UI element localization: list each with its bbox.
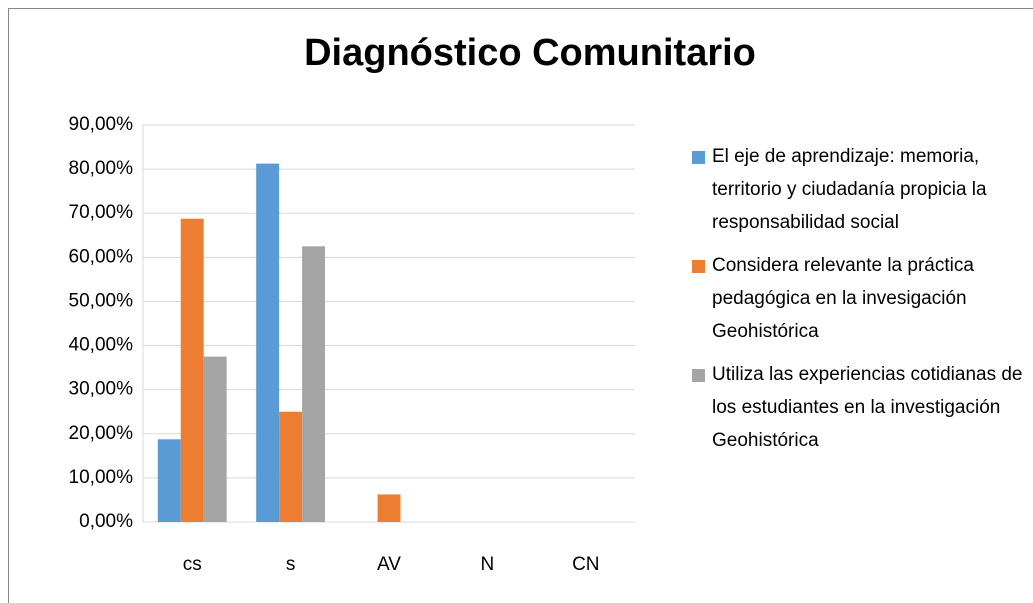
legend-swatch <box>692 151 705 164</box>
y-tick-label: 30,00% <box>69 379 134 400</box>
legend-entry: Considera relevante la práctica pedagógi… <box>690 249 1025 348</box>
legend-swatch <box>692 260 705 273</box>
bar <box>256 163 280 522</box>
legend: El eje de aprendizaje: memoria, territor… <box>690 140 1025 467</box>
x-tick-label: s <box>286 554 296 575</box>
x-tick-label: AV <box>377 554 401 575</box>
x-tick-label: N <box>481 554 495 575</box>
y-tick-label: 80,00% <box>69 158 134 179</box>
bar <box>377 494 401 522</box>
y-tick-label: 40,00% <box>69 335 134 356</box>
y-tick-label: 0,00% <box>79 511 133 532</box>
legend-label: El eje de aprendizaje: memoria, territor… <box>712 146 987 233</box>
bar <box>157 439 181 522</box>
legend-label: Utiliza las experiencias cotidianas de l… <box>712 364 1023 451</box>
legend-label: Considera relevante la práctica pedagógi… <box>712 255 974 342</box>
legend-entry: El eje de aprendizaje: memoria, territor… <box>690 140 1025 239</box>
y-tick-label: 10,00% <box>69 467 134 488</box>
y-tick-label: 90,00% <box>69 114 134 135</box>
bar <box>203 356 227 522</box>
bar <box>302 246 326 523</box>
y-tick-label: 20,00% <box>69 423 134 444</box>
bar <box>180 218 204 522</box>
bar <box>279 411 303 522</box>
chart-title: Diagnóstico Comunitario <box>304 32 756 74</box>
y-tick-label: 70,00% <box>69 202 134 223</box>
x-tick-label: cs <box>183 554 202 575</box>
y-tick-label: 60,00% <box>69 246 134 267</box>
x-tick-label: CN <box>572 554 599 575</box>
y-tick-label: 50,00% <box>69 290 134 311</box>
legend-swatch <box>692 369 705 382</box>
legend-entry: Utiliza las experiencias cotidianas de l… <box>690 358 1025 457</box>
